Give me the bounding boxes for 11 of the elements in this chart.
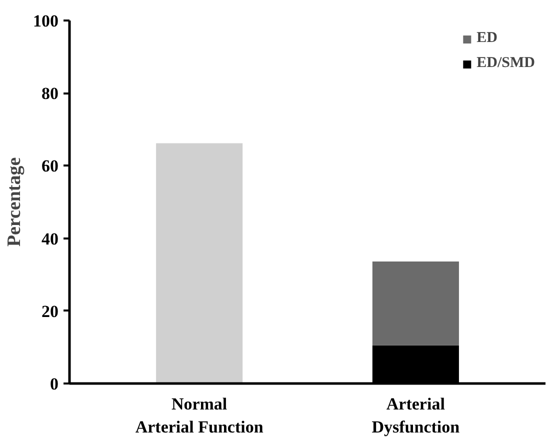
legend-label: ED/SMD — [476, 55, 535, 72]
y-tick-label: 60 — [42, 156, 58, 176]
y-axis-title: Percentage — [4, 157, 25, 247]
y-tick-label: 80 — [42, 84, 58, 104]
y-tick-label: 100 — [33, 12, 58, 30]
y-tick-label: 40 — [42, 229, 58, 248]
y-tick-label: 0 — [50, 374, 58, 394]
legend-label: ED — [476, 30, 498, 47]
y-tick-label: 20 — [42, 302, 58, 321]
x-tick-label: Arterial Dysfunction — [372, 394, 460, 436]
x-tick-label: Normal Arterial Function — [135, 394, 264, 436]
